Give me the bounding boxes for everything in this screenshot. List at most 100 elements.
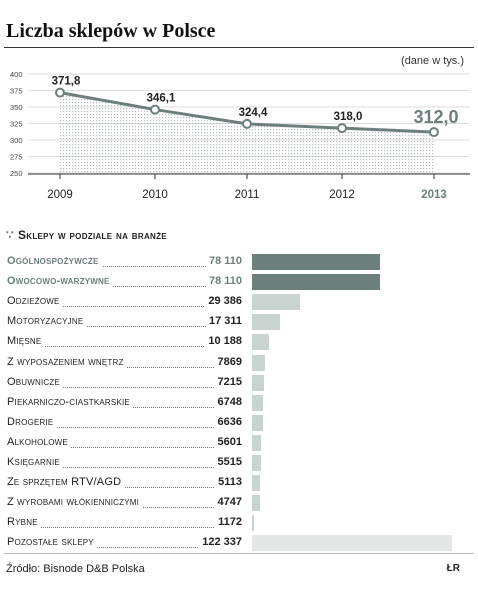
bar [252, 354, 265, 371]
y-tick-label: 350 [10, 103, 23, 112]
data-label: 346,1 [147, 93, 176, 105]
leader-dots [10, 386, 242, 388]
bar-row: Ogólnospożywcze 78 110 [0, 252, 478, 272]
bar [252, 394, 264, 411]
data-label: 324,4 [239, 107, 268, 119]
bar-row: Z wyposażeniem wnętrz 7869 [0, 353, 478, 373]
line-area [60, 92, 434, 173]
value-label: 5515 [214, 456, 242, 468]
y-tick-label: 275 [10, 153, 23, 162]
value-label: 5113 [215, 476, 242, 489]
bar-row: Pozostałe sklepy 122 337 [0, 533, 478, 553]
section-heading: ∵ Sklepy w podziale na branże [6, 228, 167, 242]
y-tick-label: 300 [10, 136, 23, 145]
data-point [55, 87, 65, 98]
bar-row: Mięsne 10 188 [0, 332, 478, 352]
page-title: Liczba sklepów w Polsce [6, 20, 216, 42]
y-tick-label: 400 [10, 70, 23, 79]
leader-dots [10, 286, 242, 288]
data-point [242, 118, 252, 129]
bar-row: Drogerie 6636 [0, 413, 478, 433]
bar [252, 334, 269, 351]
category-label: Rybne [7, 516, 41, 529]
leader-dots [10, 266, 242, 267]
bar [252, 374, 264, 391]
value-label: 5601 [214, 435, 242, 448]
bar-row: Księgarnie 5515 [0, 453, 478, 473]
value-label: 10 188 [205, 335, 242, 348]
value-label: 1172 [215, 516, 242, 529]
leader-dots [10, 487, 242, 489]
leader-dots [10, 467, 242, 468]
value-label: 4747 [214, 496, 242, 509]
publisher-logo: ŁR [446, 563, 460, 574]
x-tick-label: 2012 [329, 189, 355, 201]
leader-dots [10, 306, 242, 308]
x-tick-label: 2013 [421, 189, 447, 201]
data-label: 371,8 [52, 76, 81, 88]
category-label: Obuwnicze [7, 375, 64, 388]
category-label: Ogólnospożywcze [7, 255, 102, 267]
unit-note: (dane w tys.) [401, 55, 464, 67]
data-point [337, 123, 347, 134]
bar [252, 455, 262, 471]
bar [252, 475, 261, 492]
bar [252, 434, 262, 451]
category-label: Z wyrobami włókienniczymi [7, 496, 143, 509]
value-label: 17 311 [205, 315, 242, 328]
bar [252, 274, 380, 291]
bar [252, 314, 281, 331]
leader-dots [10, 527, 242, 529]
bar-row: Z wyrobami włókienniczymi 4747 [0, 493, 478, 513]
x-tick-label: 2011 [235, 189, 260, 201]
bar-row: Obuwnicze 7215 [0, 373, 478, 393]
source-note: Źródło: Bisnode D&B Polska [6, 563, 145, 575]
y-tick-label: 325 [10, 120, 23, 129]
bar [252, 495, 260, 512]
bar-row: Motoryzacyjne 17 311 [0, 312, 478, 332]
category-label: Ze sprzętem RTV/AGD [7, 476, 125, 489]
category-label: Drogerie [7, 415, 57, 428]
value-label: 6748 [214, 395, 242, 408]
bar-row: Piekarniczo-ciastkarskie 6748 [0, 393, 478, 413]
title-divider [4, 47, 474, 48]
leader-dots [10, 326, 242, 328]
value-label: 122 337 [199, 536, 242, 549]
value-label: 7215 [214, 375, 242, 388]
category-label: Księgarnie [7, 456, 63, 468]
value-label: 78 110 [205, 255, 242, 267]
x-tick-label: 2009 [47, 189, 73, 201]
bar-row: Ze sprzętem RTV/AGD 5113 [0, 473, 478, 493]
x-tick-label: 2010 [142, 189, 168, 201]
value-label: 6636 [214, 415, 242, 428]
bar [252, 294, 301, 311]
bar [252, 254, 380, 270]
category-label: Motoryzacyjne [7, 315, 87, 328]
source-divider [4, 553, 474, 554]
bar [252, 515, 254, 532]
category-label: Piekarniczo-ciastkarskie [7, 395, 133, 408]
leader-dots [10, 346, 242, 348]
value-label: 78 110 [205, 275, 242, 288]
data-label: 312,0 [413, 107, 458, 127]
data-point [150, 104, 160, 115]
leader-dots [10, 426, 242, 428]
line-chart: 400 375 350 325 300 275 250 2009 2010 2011 2012 201… [10, 70, 470, 201]
y-tick-label: 250 [10, 169, 23, 178]
bar-row: Odzieżowe 29 386 [0, 292, 478, 312]
category-label: Odzieżowe [7, 295, 63, 308]
bar [252, 414, 263, 431]
category-label: Pozostałe sklepy [7, 536, 97, 549]
value-label: 7869 [214, 355, 242, 368]
bar-row: Rybne 1172 [0, 513, 478, 533]
category-label: Alkoholowe [7, 435, 71, 448]
section-title: Sklepy w podziale na branże [17, 228, 167, 242]
bar-row: Alkoholowe 5601 [0, 433, 478, 453]
category-label: Mięsne [7, 335, 45, 348]
category-label: Z wyposażeniem wnętrz [7, 355, 127, 368]
data-point [429, 127, 439, 138]
value-label: 29 386 [205, 295, 242, 308]
bar-row: Owocowo-warzywne 78 110 [0, 272, 478, 292]
data-label: 318,0 [334, 111, 363, 123]
section-marker-icon: ∵ [6, 228, 14, 242]
